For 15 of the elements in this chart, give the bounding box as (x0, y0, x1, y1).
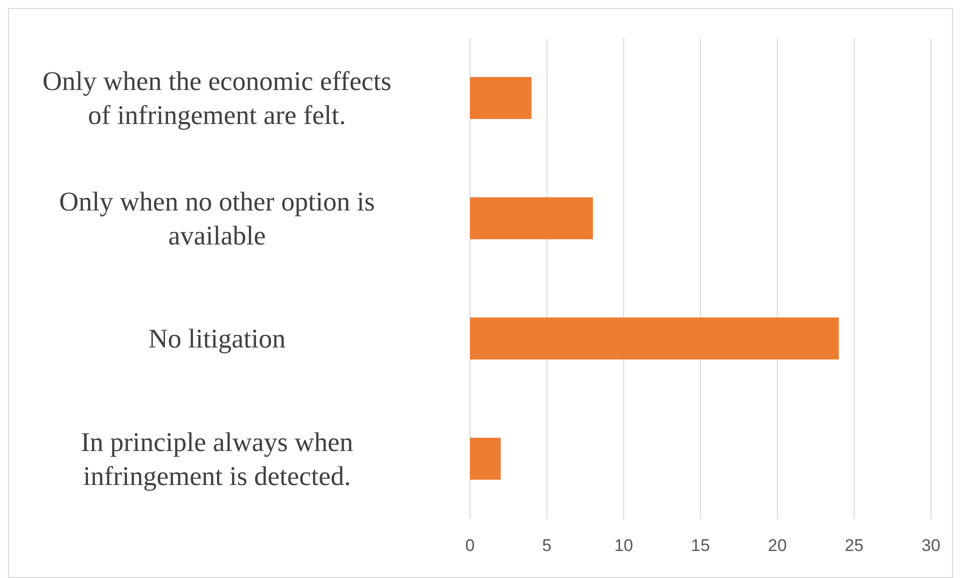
y-tick-label: Only when no other option is available (59, 186, 375, 250)
x-tick-label: 10 (614, 536, 634, 556)
bar (470, 77, 532, 119)
bar (470, 197, 593, 240)
bar (470, 318, 839, 360)
x-tick-label: 20 (768, 536, 787, 556)
x-tick-label: 5 (542, 536, 552, 556)
bar (470, 438, 501, 480)
x-tick-label: 25 (844, 536, 864, 556)
y-tick-label: Only when the economic effects of infringement are felt. (42, 66, 392, 130)
y-tick-label: No litigation (148, 324, 286, 354)
x-tick-label: 15 (691, 536, 710, 556)
x-tick-label: 30 (922, 536, 940, 556)
x-tick-label: 0 (465, 536, 475, 556)
y-tick-label: In principle always when infringement is detected. (80, 426, 354, 491)
